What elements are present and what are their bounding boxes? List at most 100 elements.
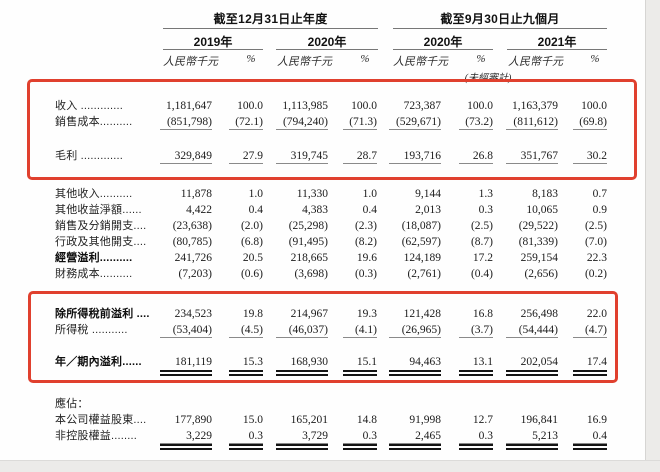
cell-value: 28.7 <box>328 146 377 164</box>
period-header-annual: 截至12月31日止年度 <box>213 12 328 26</box>
amount-value: 91,998 <box>409 414 441 426</box>
period-rule-nine-months <box>393 28 607 29</box>
table-row: 財務成本.......... (7,203) (0.6) (3,698) (0.… <box>55 264 607 280</box>
cell-value: (0.6) <box>212 264 263 282</box>
percent-value: 13.1 <box>472 356 493 368</box>
total-rule <box>328 444 377 452</box>
cell-value: 2,013 <box>377 200 441 218</box>
highlight-box-revenue-gross-profit <box>27 79 637 180</box>
table-row: 應佔： <box>55 394 607 410</box>
total-rule <box>441 444 493 452</box>
percent-value: (2.5) <box>470 220 493 232</box>
percent-value: (6.8) <box>240 236 263 248</box>
cell-value: 19.6 <box>328 248 377 266</box>
row-label: 銷售及分銷開支.... <box>55 220 147 232</box>
cell-value: 94,463 <box>377 352 441 370</box>
percent-value: 0.4 <box>573 430 607 444</box>
page-margin-right <box>645 0 660 472</box>
amount-value: (18,087) <box>401 220 441 232</box>
percent-value <box>229 406 263 407</box>
cell-value: (2.3) <box>328 216 377 234</box>
percent-value: 1.0 <box>248 188 263 200</box>
amount-value: 8,183 <box>532 188 558 200</box>
amount-value: 1,163,379 <box>512 100 558 112</box>
cell-value: 100.0 <box>441 96 493 114</box>
cell-value: 26.8 <box>441 146 493 164</box>
percent-value: (8.2) <box>354 236 377 248</box>
cell-value: 234,523 <box>155 304 212 322</box>
percent-value: 0.4 <box>362 204 377 216</box>
year-rule-2020-9m <box>393 49 493 50</box>
percent-value: 16.8 <box>472 308 493 320</box>
cell-value: 319,745 <box>263 146 328 164</box>
cell-value: 241,726 <box>155 248 212 266</box>
year-header-2020-9m: 2020年 <box>423 35 463 49</box>
cell-value: (7.0) <box>558 232 607 250</box>
percent-subheader: % <box>590 53 600 65</box>
cell-value: 351,767 <box>493 146 558 164</box>
table-row: 銷售及分銷開支.... (23,638) (2.0) (25,298) (2.3… <box>55 216 607 232</box>
total-rule <box>493 444 558 452</box>
amount-value: 177,890 <box>174 414 212 426</box>
row-label-cell: 應佔： <box>55 394 155 412</box>
row-label-cell: 年／期內溢利...... <box>55 352 155 370</box>
percent-value: 22.0 <box>586 308 607 320</box>
row-label: 年／期內溢利...... <box>55 356 142 368</box>
amount-value: 94,463 <box>409 356 441 368</box>
row-label-cell: 非控股權益........ <box>55 426 155 444</box>
row-label-cell: 財務成本.......... <box>55 264 155 282</box>
cell-value: (8.2) <box>328 232 377 250</box>
amount-value: 9,144 <box>415 188 441 200</box>
cell-value: 3,729 <box>263 426 328 444</box>
percent-value: (8.7) <box>470 236 493 248</box>
cell-value: 1,181,647 <box>155 96 212 114</box>
amount-value: 256,498 <box>520 308 558 320</box>
table-body: 收入 ............. 1,181,647 100.0 1,113,9… <box>0 96 607 452</box>
cell-value: 22.0 <box>558 304 607 322</box>
cell-value: (2,656) <box>493 264 558 282</box>
row-label: 毛利 ............. <box>55 150 123 162</box>
cell-value: 100.0 <box>328 96 377 114</box>
cell-value: 5,213 <box>493 426 558 444</box>
total-rule <box>155 444 212 452</box>
cell-value: (29,522) <box>493 216 558 234</box>
cell-value: 15.1 <box>328 352 377 370</box>
cell-value: 1,163,379 <box>493 96 558 114</box>
amount-value: 4,383 <box>302 204 328 216</box>
percent-value: 0.7 <box>592 188 607 200</box>
cell-value: (54,444) <box>493 320 558 338</box>
percent-subheader: % <box>360 53 370 65</box>
cell-value: (25,298) <box>263 216 328 234</box>
cell-value: 100.0 <box>212 96 263 114</box>
unaudited-note: (未經審計) <box>464 73 512 84</box>
cell-value: 214,967 <box>263 304 328 322</box>
percent-value: 22.3 <box>586 252 607 264</box>
row-label: 行政及其他開支.... <box>55 236 147 248</box>
table-row: 所得稅 ........... (53,404) (4.5) (46,037) … <box>55 320 607 338</box>
percent-value: 19.8 <box>242 308 263 320</box>
total-rule <box>441 370 493 378</box>
amount-value: (25,298) <box>288 220 328 232</box>
amount-value: 196,841 <box>520 414 558 426</box>
percent-value <box>459 406 493 407</box>
cell-value: 9,144 <box>377 184 441 202</box>
cell-value: (6.8) <box>212 232 263 250</box>
percent-value: 1.3 <box>478 188 493 200</box>
table-row: 經營溢利.......... 241,726 20.5 218,665 19.6… <box>55 248 607 264</box>
amount-value: 1,113,985 <box>282 100 328 112</box>
page-margin-bottom <box>0 460 660 472</box>
cell-value: (26,965) <box>377 320 441 338</box>
percent-value: (4.1) <box>343 324 377 338</box>
percent-value: 100.0 <box>237 100 263 112</box>
row-label-cell: 銷售及分銷開支.... <box>55 216 155 234</box>
year-rule-2020 <box>276 49 378 50</box>
amount-value: 165,201 <box>290 414 328 426</box>
percent-value: (0.3) <box>354 268 377 280</box>
cell-value: 2,465 <box>377 426 441 444</box>
cell-value: 202,054 <box>493 352 558 370</box>
amount-value: (53,404) <box>160 324 212 338</box>
row-label-cell: 除所得稅前溢利 .... <box>55 304 155 322</box>
cell-value: 0.3 <box>212 426 263 444</box>
row-label: 除所得稅前溢利 .... <box>55 308 150 320</box>
year-header-2019: 2019年 <box>193 35 233 49</box>
